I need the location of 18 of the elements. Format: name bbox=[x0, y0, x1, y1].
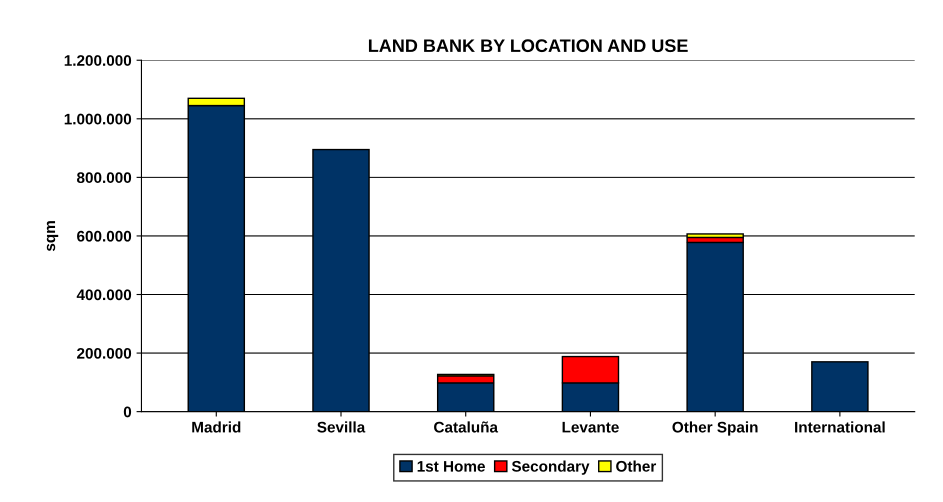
x-tick-label: Sevilla bbox=[317, 421, 366, 433]
legend-label: Secondary bbox=[512, 460, 590, 475]
y-tick-label: 800.000 bbox=[76, 172, 132, 184]
x-tick-label: Madrid bbox=[192, 421, 240, 433]
x-tick-label: Other Spain bbox=[672, 421, 758, 436]
y-tick-label: 1.000.000 bbox=[64, 114, 132, 124]
x-tick-label: Cataluña bbox=[434, 421, 498, 433]
x-tick-label: Levante bbox=[562, 422, 619, 433]
y-tick-label: 0 bbox=[124, 406, 132, 418]
y-tick-label: 400.000 bbox=[76, 289, 132, 300]
legend-label: 1st Home bbox=[418, 461, 485, 472]
y-axis-title: sqm bbox=[46, 221, 58, 252]
y-tick-label: 600.000 bbox=[77, 230, 132, 242]
legend-label: Other bbox=[616, 460, 656, 472]
y-tick-label: 1.200.000 bbox=[64, 55, 132, 66]
y-tick-label: 200.000 bbox=[77, 348, 132, 359]
chart-title: LAND BANK BY LOCATION AND USE bbox=[368, 39, 688, 52]
x-tick-label: International bbox=[795, 421, 885, 433]
